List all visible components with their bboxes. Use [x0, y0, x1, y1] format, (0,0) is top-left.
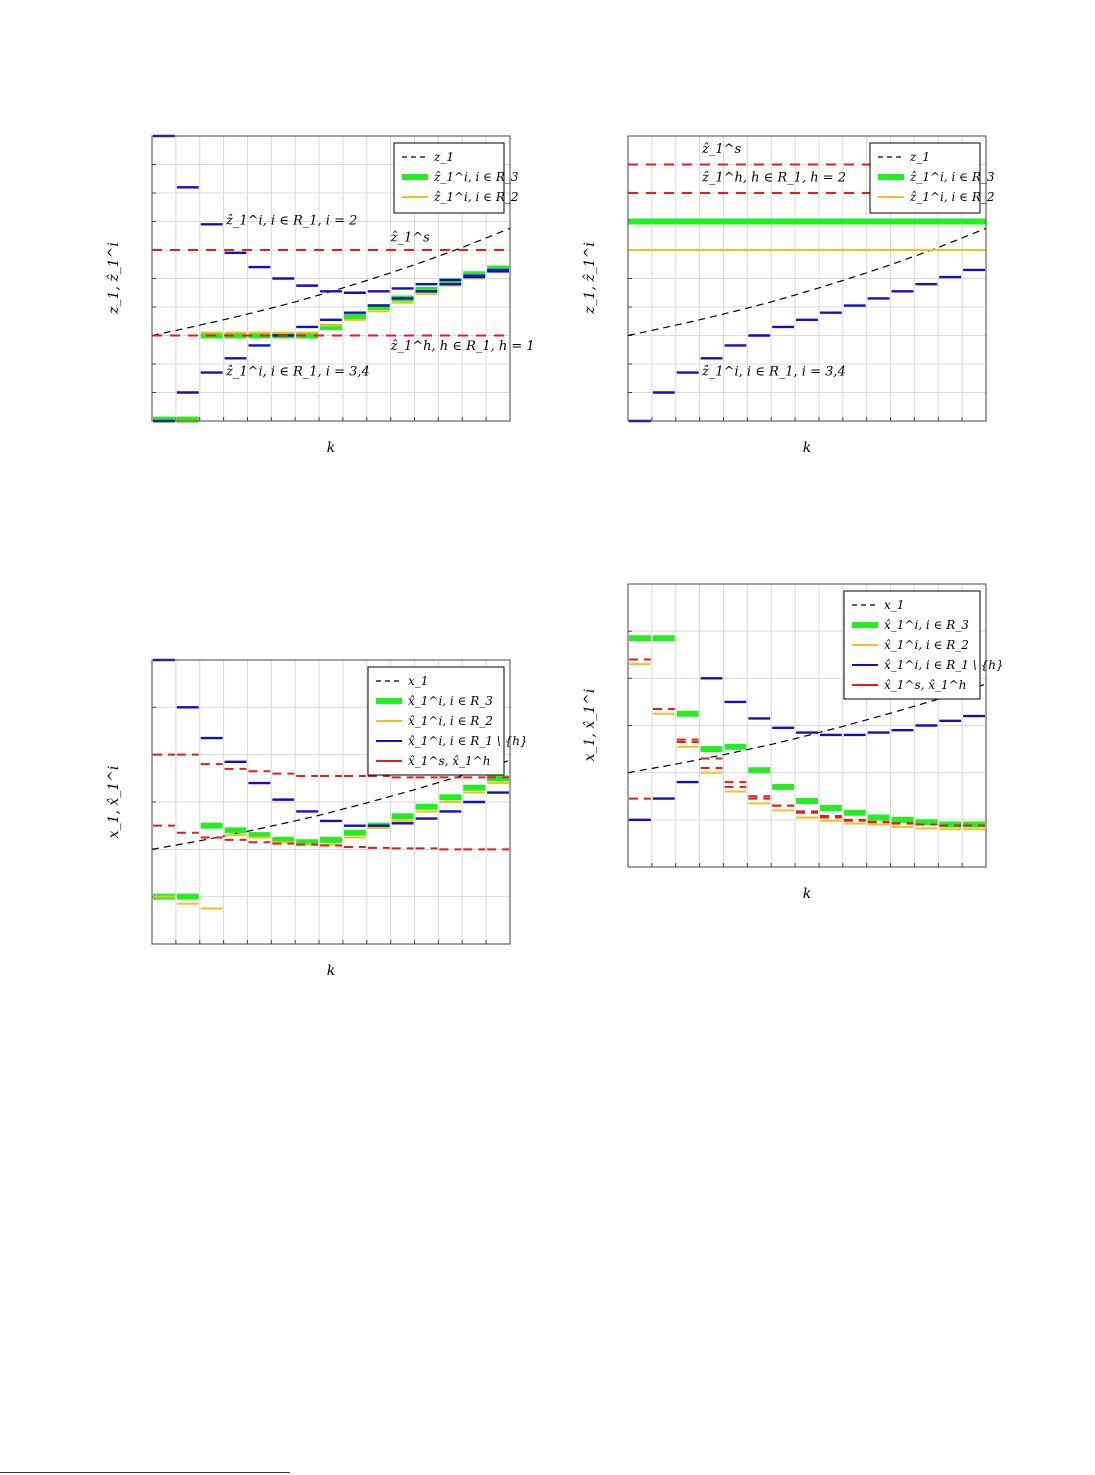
- y-axis-label: x_1, x̂_1^i: [582, 689, 598, 762]
- y-axis-label: z_1, ẑ_1^i: [581, 242, 598, 315]
- legend-label: z_1: [433, 150, 454, 164]
- x-axis-label: k: [803, 440, 811, 456]
- legend-label: ẑ_1^i, i ∈ R_3: [433, 170, 519, 184]
- annotation-label: ẑ_1^i, i ∈ R_1, i = 2: [225, 213, 357, 228]
- series-1-line: [151, 759, 511, 850]
- legend-label: x̂_1^i, i ∈ R_1 \ {h}: [884, 658, 1004, 672]
- annotation-label: ẑ_1^i, i ∈ R_1, i = 3,4: [225, 364, 370, 379]
- chart-panel-1: z_1 ẑ_1^i, i ∈ R_3 ẑ_1^i, i ∈ R_2 ẑ_1^i, i …: [105, 134, 535, 456]
- legend-label: x̂_1^i, i ∈ R_2: [884, 638, 969, 652]
- annotation-label: ẑ_1^s: [390, 230, 431, 245]
- annotation-label: ẑ_1^s: [701, 142, 742, 157]
- legend-label: x_1: [408, 674, 428, 688]
- chart-panel-4: x_1 x̂_1^i, i ∈ R_3 x̂_1^i, i ∈ R_2 x̂_1^i,…: [582, 583, 1004, 902]
- legend-label: x̂_1^i, i ∈ R_3: [884, 618, 969, 632]
- legend-label: x̂_1^i, i ∈ R_2: [408, 714, 493, 728]
- legend-label: ẑ_1^i, i ∈ R_3: [909, 170, 995, 184]
- plot-frame: [151, 135, 511, 422]
- annotation-label: ẑ_1^h, h ∈ R_1, h = 1: [390, 339, 535, 354]
- footnote-rule: [0, 1472, 290, 1473]
- annotation-label: ẑ_1^i, i ∈ R_1, i = 3,4: [701, 364, 846, 379]
- y-axis-label: x_1, x̂_1^i: [106, 766, 122, 839]
- legend-label: x̂_1^s, x̂_1^h: [408, 754, 490, 768]
- series-1-line: [627, 683, 987, 774]
- x-axis-label: k: [327, 963, 335, 979]
- legend-label: ẑ_1^i, i ∈ R_2: [433, 190, 519, 204]
- series-1-line: [627, 227, 987, 337]
- legend-label: x_1: [884, 598, 904, 612]
- legend-label: x̂_1^s, x̂_1^h: [884, 678, 966, 692]
- y-axis-label: z_1, ẑ_1^i: [105, 242, 122, 315]
- chart-panel-3: x_1 x̂_1^i, i ∈ R_3 x̂_1^i, i ∈ R_2 x̂_1^i,…: [106, 658, 528, 979]
- legend-label: x̂_1^i, i ∈ R_1 \ {h}: [408, 734, 528, 748]
- chart-panel-2: z_1 ẑ_1^i, i ∈ R_3 ẑ_1^i, i ∈ R_2 ẑ_1^s ẑ_1^…: [581, 135, 995, 456]
- x-axis-label: k: [803, 886, 811, 902]
- plot-frame: [627, 583, 987, 868]
- x-axis-label: k: [327, 440, 335, 456]
- annotation-label: ẑ_1^h, h ∈ R_1, h = 2: [701, 171, 846, 186]
- legend-label: x̂_1^i, i ∈ R_3: [408, 694, 493, 708]
- legend-label: z_1: [909, 150, 930, 164]
- plot-frame: [627, 135, 987, 422]
- legend-label: ẑ_1^i, i ∈ R_2: [909, 190, 995, 204]
- plot-frame: [151, 659, 511, 945]
